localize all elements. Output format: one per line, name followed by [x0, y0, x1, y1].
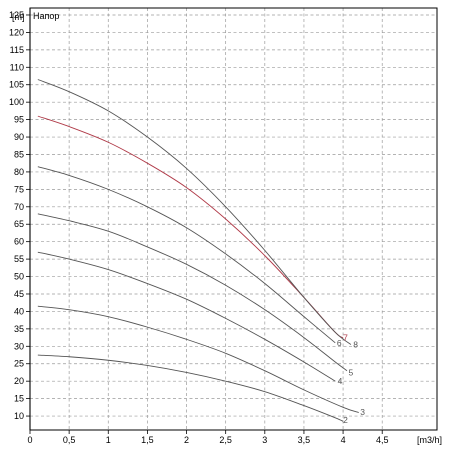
x-tick-label: 2 — [184, 435, 189, 445]
y-tick-label: 100 — [9, 97, 24, 107]
curve-label-4: 4 — [338, 376, 343, 386]
y-tick-label: 75 — [14, 184, 24, 194]
curve-label-2: 2 — [343, 415, 348, 425]
y-tick-label: 95 — [14, 115, 24, 125]
x-tick-label: 3 — [262, 435, 267, 445]
x-axis-unit-label: [m3/h] — [417, 435, 442, 445]
curve-3 — [37, 305, 359, 413]
curve-8 — [37, 79, 352, 345]
y-tick-label: 90 — [14, 132, 24, 142]
x-tick-label: 2,5 — [219, 435, 232, 445]
y-tick-label: 70 — [14, 202, 24, 212]
x-tick-label: 3,5 — [298, 435, 311, 445]
curve-2 — [37, 354, 344, 422]
y-tick-label: 125 — [9, 10, 24, 20]
y-tick-label: 15 — [14, 394, 24, 404]
x-tick-label: 1,5 — [141, 435, 154, 445]
y-tick-label: 25 — [14, 359, 24, 369]
y-tick-label: 60 — [14, 237, 24, 247]
y-tick-label: 120 — [9, 27, 24, 37]
x-tick-label: 4,5 — [376, 435, 389, 445]
curve-label-6: 6 — [337, 338, 342, 348]
y-tick-label: 115 — [10, 45, 24, 55]
x-tick-label: 1 — [106, 435, 111, 445]
curve-5 — [37, 213, 348, 372]
y-tick-label: 80 — [14, 167, 24, 177]
y-tick-label: 40 — [14, 306, 24, 316]
y-tick-label: 35 — [14, 324, 24, 334]
curve-labels: 2 3 45 678 — [337, 333, 365, 426]
axis-ticks: 0 0,5 1 1,5 2 2,5 3 3,5 4 4,510152025303540455055… — [9, 10, 389, 445]
curve-6 — [37, 166, 336, 344]
y-tick-label: 30 — [14, 341, 24, 351]
x-tick-label: 0 — [27, 435, 32, 445]
y-tick-label: 45 — [14, 289, 24, 299]
curve-label-3: 3 — [360, 407, 365, 417]
y-axis-unit-label: [m] — [12, 12, 25, 22]
y-tick-label: 50 — [14, 272, 24, 282]
y-tick-label: 110 — [10, 62, 24, 72]
y-tick-label: 105 — [9, 80, 24, 90]
curve-label-8: 8 — [353, 340, 358, 350]
curve-label-5: 5 — [349, 367, 354, 377]
y-tick-label: 10 — [14, 411, 24, 421]
y-tick-label: 65 — [14, 219, 24, 229]
y-tick-label: 85 — [14, 149, 24, 159]
curve-label-7: 7 — [343, 333, 348, 343]
y-tick-label: 20 — [14, 376, 24, 386]
x-tick-label: 0,5 — [63, 435, 76, 445]
y-tick-label: 55 — [14, 254, 24, 264]
curves — [37, 79, 359, 422]
x-tick-label: 4 — [341, 435, 346, 445]
curve-4 — [37, 251, 336, 382]
chart-title: Напор — [33, 11, 59, 21]
